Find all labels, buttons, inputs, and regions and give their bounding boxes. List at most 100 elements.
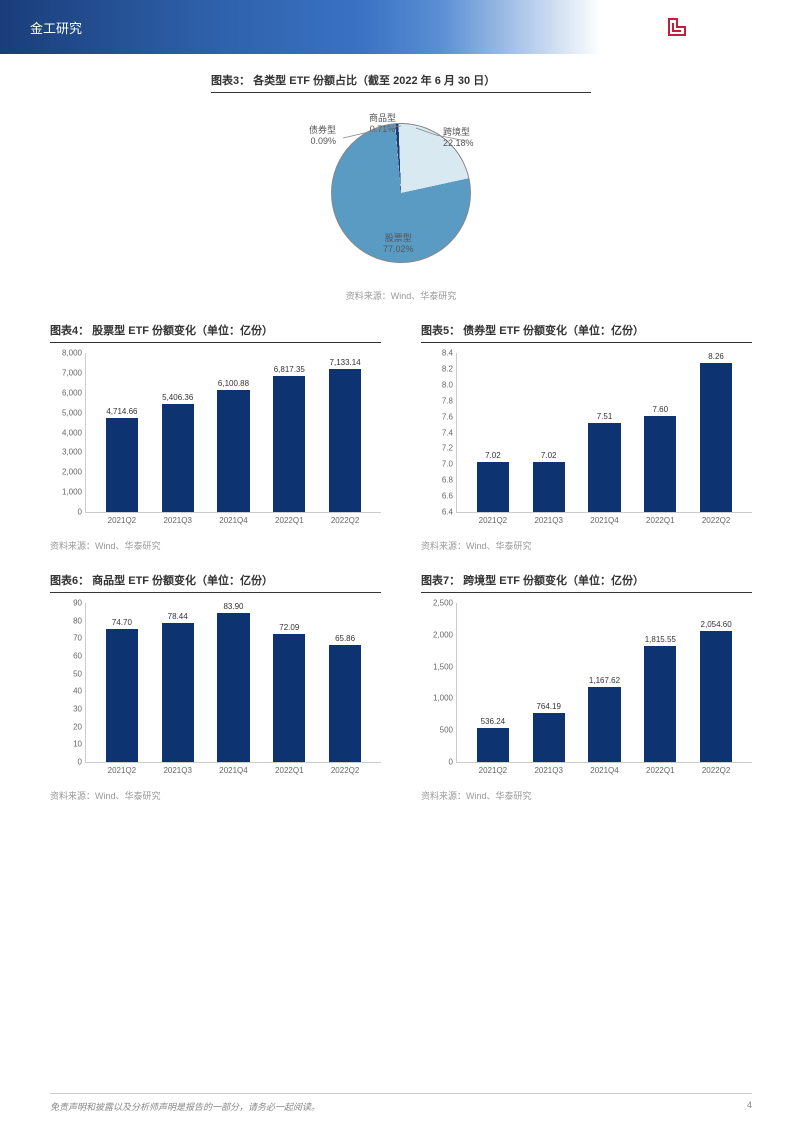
y-tick: 8,000	[62, 349, 82, 358]
pie-label-stock: 股票型77.02%	[383, 231, 414, 254]
bar-xlabel: 2022Q2	[702, 516, 730, 525]
bar-value: 1,167.62	[589, 676, 620, 685]
bar-value: 7.02	[485, 451, 501, 460]
chart-block-1: 图表5： 债券型 ETF 份额变化（单位：亿份）6.46.66.87.07.27…	[421, 322, 752, 552]
bar-rect	[217, 390, 249, 512]
y-tick: 30	[73, 705, 82, 714]
bar-xlabel: 2021Q3	[534, 766, 562, 775]
bar-group: 6,100.882021Q4	[206, 379, 262, 512]
y-tick: 8.2	[442, 364, 453, 373]
chart-block-2: 图表6： 商品型 ETF 份额变化（单位：亿份）0102030405060708…	[50, 572, 381, 802]
y-tick: 500	[440, 726, 453, 735]
bar-group: 1,167.622021Q4	[577, 676, 633, 762]
bar-xlabel: 2022Q2	[331, 766, 359, 775]
bar-group: 72.092022Q1	[261, 623, 317, 762]
bar-xlabel: 2022Q2	[702, 766, 730, 775]
y-tick: 2,000	[433, 630, 453, 639]
bar-rect	[588, 423, 620, 512]
header-logo: 华泰证券 HUATAI SECURITIES	[662, 12, 772, 42]
y-tick: 7.0	[442, 460, 453, 469]
bar-group: 7.022021Q3	[521, 451, 577, 512]
y-tick: 2,000	[62, 468, 82, 477]
chart-3: 05001,0001,5002,0002,500536.242021Q2764.…	[421, 603, 752, 783]
y-tick: 7.6	[442, 412, 453, 421]
bar-xlabel: 2021Q4	[219, 766, 247, 775]
chart-0-title: 图表4： 股票型 ETF 份额变化（单位：亿份）	[50, 322, 381, 343]
footer-disclaimer: 免责声明和披露以及分析师声明是报告的一部分，请务必一起阅读。	[50, 1100, 320, 1113]
bar-group: 7.022021Q2	[465, 451, 521, 512]
bar-rect	[162, 623, 194, 762]
bar-xlabel: 2021Q3	[163, 766, 191, 775]
bar-value: 65.86	[335, 634, 355, 643]
bar-xlabel: 2021Q3	[163, 516, 191, 525]
bar-xlabel: 2022Q1	[646, 766, 674, 775]
bar-rect	[106, 418, 138, 512]
bar-xlabel: 2021Q3	[534, 516, 562, 525]
pie-label-commodity: 商品型0.71%	[369, 111, 396, 134]
chart-1-source: 资料来源：Wind、华泰研究	[421, 539, 752, 552]
y-tick: 4,000	[62, 428, 82, 437]
bar-xlabel: 2022Q1	[646, 516, 674, 525]
bar-rect	[273, 634, 305, 762]
chart-2: 010203040506070809074.702021Q278.442021Q…	[50, 603, 381, 783]
page-content: 图表3： 各类型 ETF 份额占比（截至 2022 年 6 月 30 日） 债券…	[0, 54, 802, 802]
y-tick: 2,500	[433, 599, 453, 608]
bar-xlabel: 2021Q4	[590, 516, 618, 525]
y-tick: 0	[449, 758, 453, 767]
y-tick: 7,000	[62, 368, 82, 377]
y-tick: 1,000	[433, 694, 453, 703]
y-tick: 1,500	[433, 662, 453, 671]
y-tick: 6.8	[442, 476, 453, 485]
figure3-title: 图表3： 各类型 ETF 份额占比（截至 2022 年 6 月 30 日）	[211, 72, 591, 93]
y-tick: 0	[78, 758, 82, 767]
chart-1: 6.46.66.87.07.27.47.67.88.08.28.47.02202…	[421, 353, 752, 533]
footer: 免责声明和披露以及分析师声明是报告的一部分，请务必一起阅读。 4	[50, 1093, 752, 1113]
y-tick: 90	[73, 599, 82, 608]
bar-group: 78.442021Q3	[150, 612, 206, 762]
bar-value: 7.60	[653, 405, 669, 414]
bar-rect	[329, 645, 361, 762]
bar-xlabel: 2021Q2	[108, 766, 136, 775]
bar-group: 764.192021Q3	[521, 702, 577, 762]
y-tick: 10	[73, 740, 82, 749]
chart-2-source: 资料来源：Wind、华泰研究	[50, 789, 381, 802]
bar-value: 7.51	[597, 412, 613, 421]
bar-xlabel: 2021Q4	[219, 516, 247, 525]
page-number: 4	[747, 1100, 752, 1113]
bar-group: 7.602022Q1	[632, 405, 688, 512]
chart-2-title: 图表6： 商品型 ETF 份额变化（单位：亿份）	[50, 572, 381, 593]
pie-label-bond: 债券型0.09%	[309, 123, 336, 146]
y-tick: 6.6	[442, 492, 453, 501]
bar-value: 7.02	[541, 451, 557, 460]
bar-rect	[477, 728, 509, 762]
y-tick: 20	[73, 722, 82, 731]
bar-group: 7.512021Q4	[577, 412, 633, 512]
y-tick: 80	[73, 616, 82, 625]
bar-value: 2,054.60	[701, 620, 732, 629]
bar-value: 74.70	[112, 618, 132, 627]
y-tick: 5,000	[62, 408, 82, 417]
bar-group: 83.902021Q4	[206, 602, 262, 762]
bar-group: 4,714.662021Q2	[94, 407, 150, 512]
y-tick: 7.2	[442, 444, 453, 453]
header-title: 金工研究	[30, 18, 82, 37]
header-banner: 金工研究 华泰证券 HUATAI SECURITIES	[0, 0, 802, 54]
bar-xlabel: 2021Q2	[108, 516, 136, 525]
logo-cn: 华泰证券	[698, 15, 772, 30]
bar-value: 536.24	[481, 717, 505, 726]
y-tick: 6,000	[62, 388, 82, 397]
bar-rect	[273, 376, 305, 512]
bar-value: 72.09	[279, 623, 299, 632]
y-tick: 6.4	[442, 508, 453, 517]
bar-rect	[329, 369, 361, 512]
logo-text: 华泰证券 HUATAI SECURITIES	[698, 15, 772, 38]
bar-rect	[644, 416, 676, 512]
bar-group: 5,406.362021Q3	[150, 393, 206, 512]
bar-rect	[106, 629, 138, 762]
bar-rect	[644, 646, 676, 762]
logo-icon	[662, 12, 692, 42]
bar-group: 2,054.602022Q2	[688, 620, 744, 762]
bar-xlabel: 2022Q1	[275, 766, 303, 775]
logo-en: HUATAI SECURITIES	[698, 31, 772, 39]
bar-xlabel: 2021Q4	[590, 766, 618, 775]
